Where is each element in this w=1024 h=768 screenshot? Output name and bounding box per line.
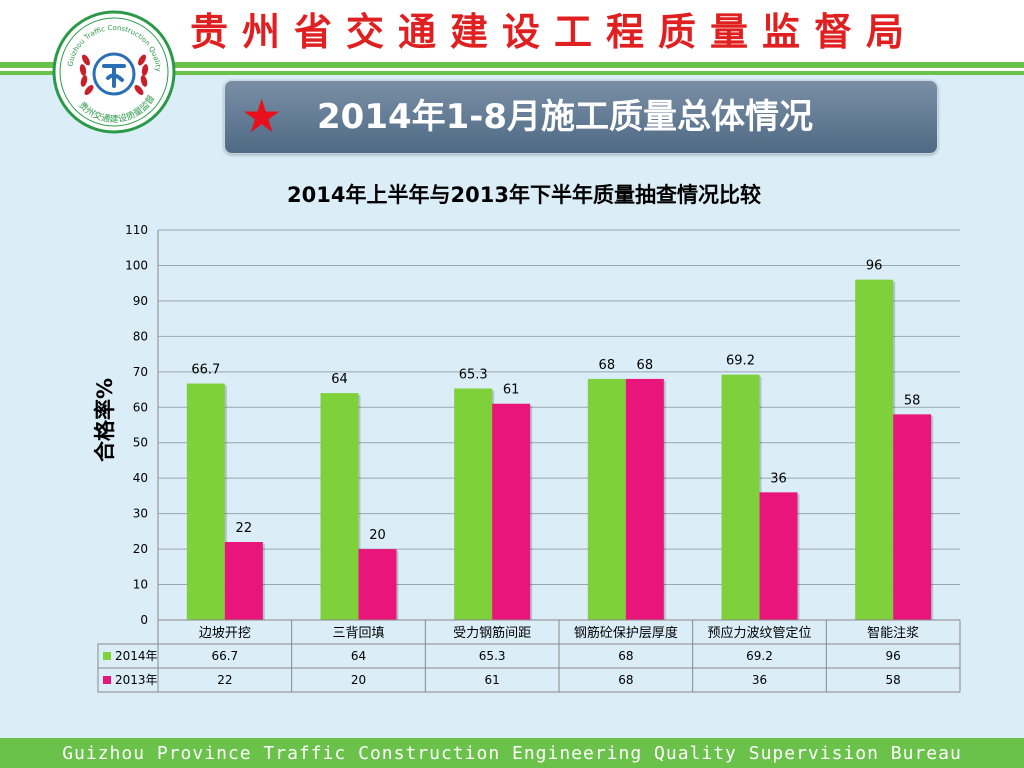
y-tick-label: 0 <box>140 613 148 627</box>
table-cell: 36 <box>752 673 767 687</box>
table-cell: 65.3 <box>479 649 506 663</box>
category-label: 受力钢筋间距 <box>453 625 531 641</box>
category-label: 三背回填 <box>332 626 384 641</box>
header-stripe-lower <box>0 71 1024 75</box>
y-tick-label: 40 <box>133 471 148 485</box>
bar-series-b <box>759 492 798 620</box>
table-cell: 68 <box>618 673 633 687</box>
y-tick-label: 70 <box>133 365 148 379</box>
bar-series-a <box>186 383 225 620</box>
y-axis-label: 合格率% <box>93 378 117 462</box>
table-cell: 69.2 <box>746 649 773 663</box>
header-stripe <box>0 62 1024 68</box>
banner-title: 2014年1-8月施工质量总体情况 <box>317 97 814 137</box>
data-label: 68 <box>637 358 654 373</box>
laurel-icon <box>79 54 149 95</box>
star-icon: ★ <box>241 89 283 143</box>
data-label: 61 <box>503 383 520 398</box>
table-cell: 64 <box>351 649 366 663</box>
bars <box>186 279 934 620</box>
table-cell: 22 <box>217 673 232 687</box>
header-stripe-gap <box>0 68 1024 71</box>
footer-text: Guizhou Province Traffic Construction En… <box>62 743 962 764</box>
y-tick-label: 80 <box>133 329 148 343</box>
gridlines <box>157 229 960 621</box>
bar-series-b <box>625 378 664 620</box>
table-cell: 20 <box>351 673 366 687</box>
data-label: 36 <box>770 471 787 486</box>
category-label: 钢筋砼保护层厚度 <box>574 625 678 641</box>
table-cell: 68 <box>618 649 633 663</box>
data-label: 22 <box>236 521 253 536</box>
y-tick-label: 20 <box>133 542 148 556</box>
data-label: 20 <box>369 528 386 543</box>
bar-series-a <box>721 374 760 620</box>
legend-entry: 2013年 <box>115 673 158 687</box>
bar-series-a <box>855 279 894 620</box>
legend-entry: 2014年 <box>115 649 158 663</box>
y-tick-label: 10 <box>133 578 148 592</box>
bar-series-b <box>224 542 263 620</box>
table-cell: 58 <box>886 673 901 687</box>
table-cell: 61 <box>485 673 500 687</box>
y-tick-label: 30 <box>133 507 148 521</box>
data-labels: 66.7 22 64 20 65.3 61 68 68 69.2 36 96 58 <box>191 259 920 543</box>
data-label: 96 <box>866 259 883 274</box>
data-label: 65.3 <box>459 367 488 382</box>
bar-series-a <box>587 378 626 620</box>
data-label: 64 <box>331 372 348 387</box>
bureau-logo: Guizhou Traffic Construction Quality Sup… <box>52 10 176 134</box>
y-tick-label: 50 <box>133 436 148 450</box>
legend-swatch <box>103 652 111 660</box>
bar-series-a <box>454 388 493 620</box>
y-tick-label: 60 <box>133 400 148 414</box>
data-table: 边坡开挖 66.7 22 三背回填 64 20 受力钢筋间距 65.3 61 钢筋砼保护层厚度 68… <box>97 619 961 693</box>
bar-series-a <box>320 393 359 620</box>
category-label: 智能注浆 <box>867 626 919 641</box>
bar-series-b <box>358 549 397 620</box>
category-label: 预应力波纹管定位 <box>707 625 811 641</box>
bar-chart: 2014年上半年与2013年下半年质量抽查情况比较 合格率% 0 10 20 30 40… <box>93 183 961 693</box>
data-label: 68 <box>599 358 616 373</box>
data-label: 66.7 <box>191 363 220 378</box>
y-tick-label: 110 <box>125 223 148 237</box>
footer-band: Guizhou Province Traffic Construction En… <box>0 738 1024 768</box>
table-cell: 66.7 <box>211 649 238 663</box>
legend-swatch <box>103 676 111 684</box>
category-label: 边坡开挖 <box>199 626 251 641</box>
y-axis-ticks: 0 10 20 30 40 50 60 70 80 90 100 110 <box>125 223 148 627</box>
data-label: 69.2 <box>726 354 755 369</box>
bar-series-b <box>492 403 531 620</box>
chart-title: 2014年上半年与2013年下半年质量抽查情况比较 <box>287 183 761 207</box>
y-tick-label: 90 <box>133 294 148 308</box>
data-label: 58 <box>904 393 921 408</box>
y-tick-label: 100 <box>125 258 148 272</box>
header-title: 贵州省交通建设工程质量监督局 <box>190 10 919 54</box>
bar-series-b <box>893 414 932 620</box>
table-cell: 96 <box>886 649 901 663</box>
section-banner: ★ 2014年1-8月施工质量总体情况 <box>224 80 938 154</box>
